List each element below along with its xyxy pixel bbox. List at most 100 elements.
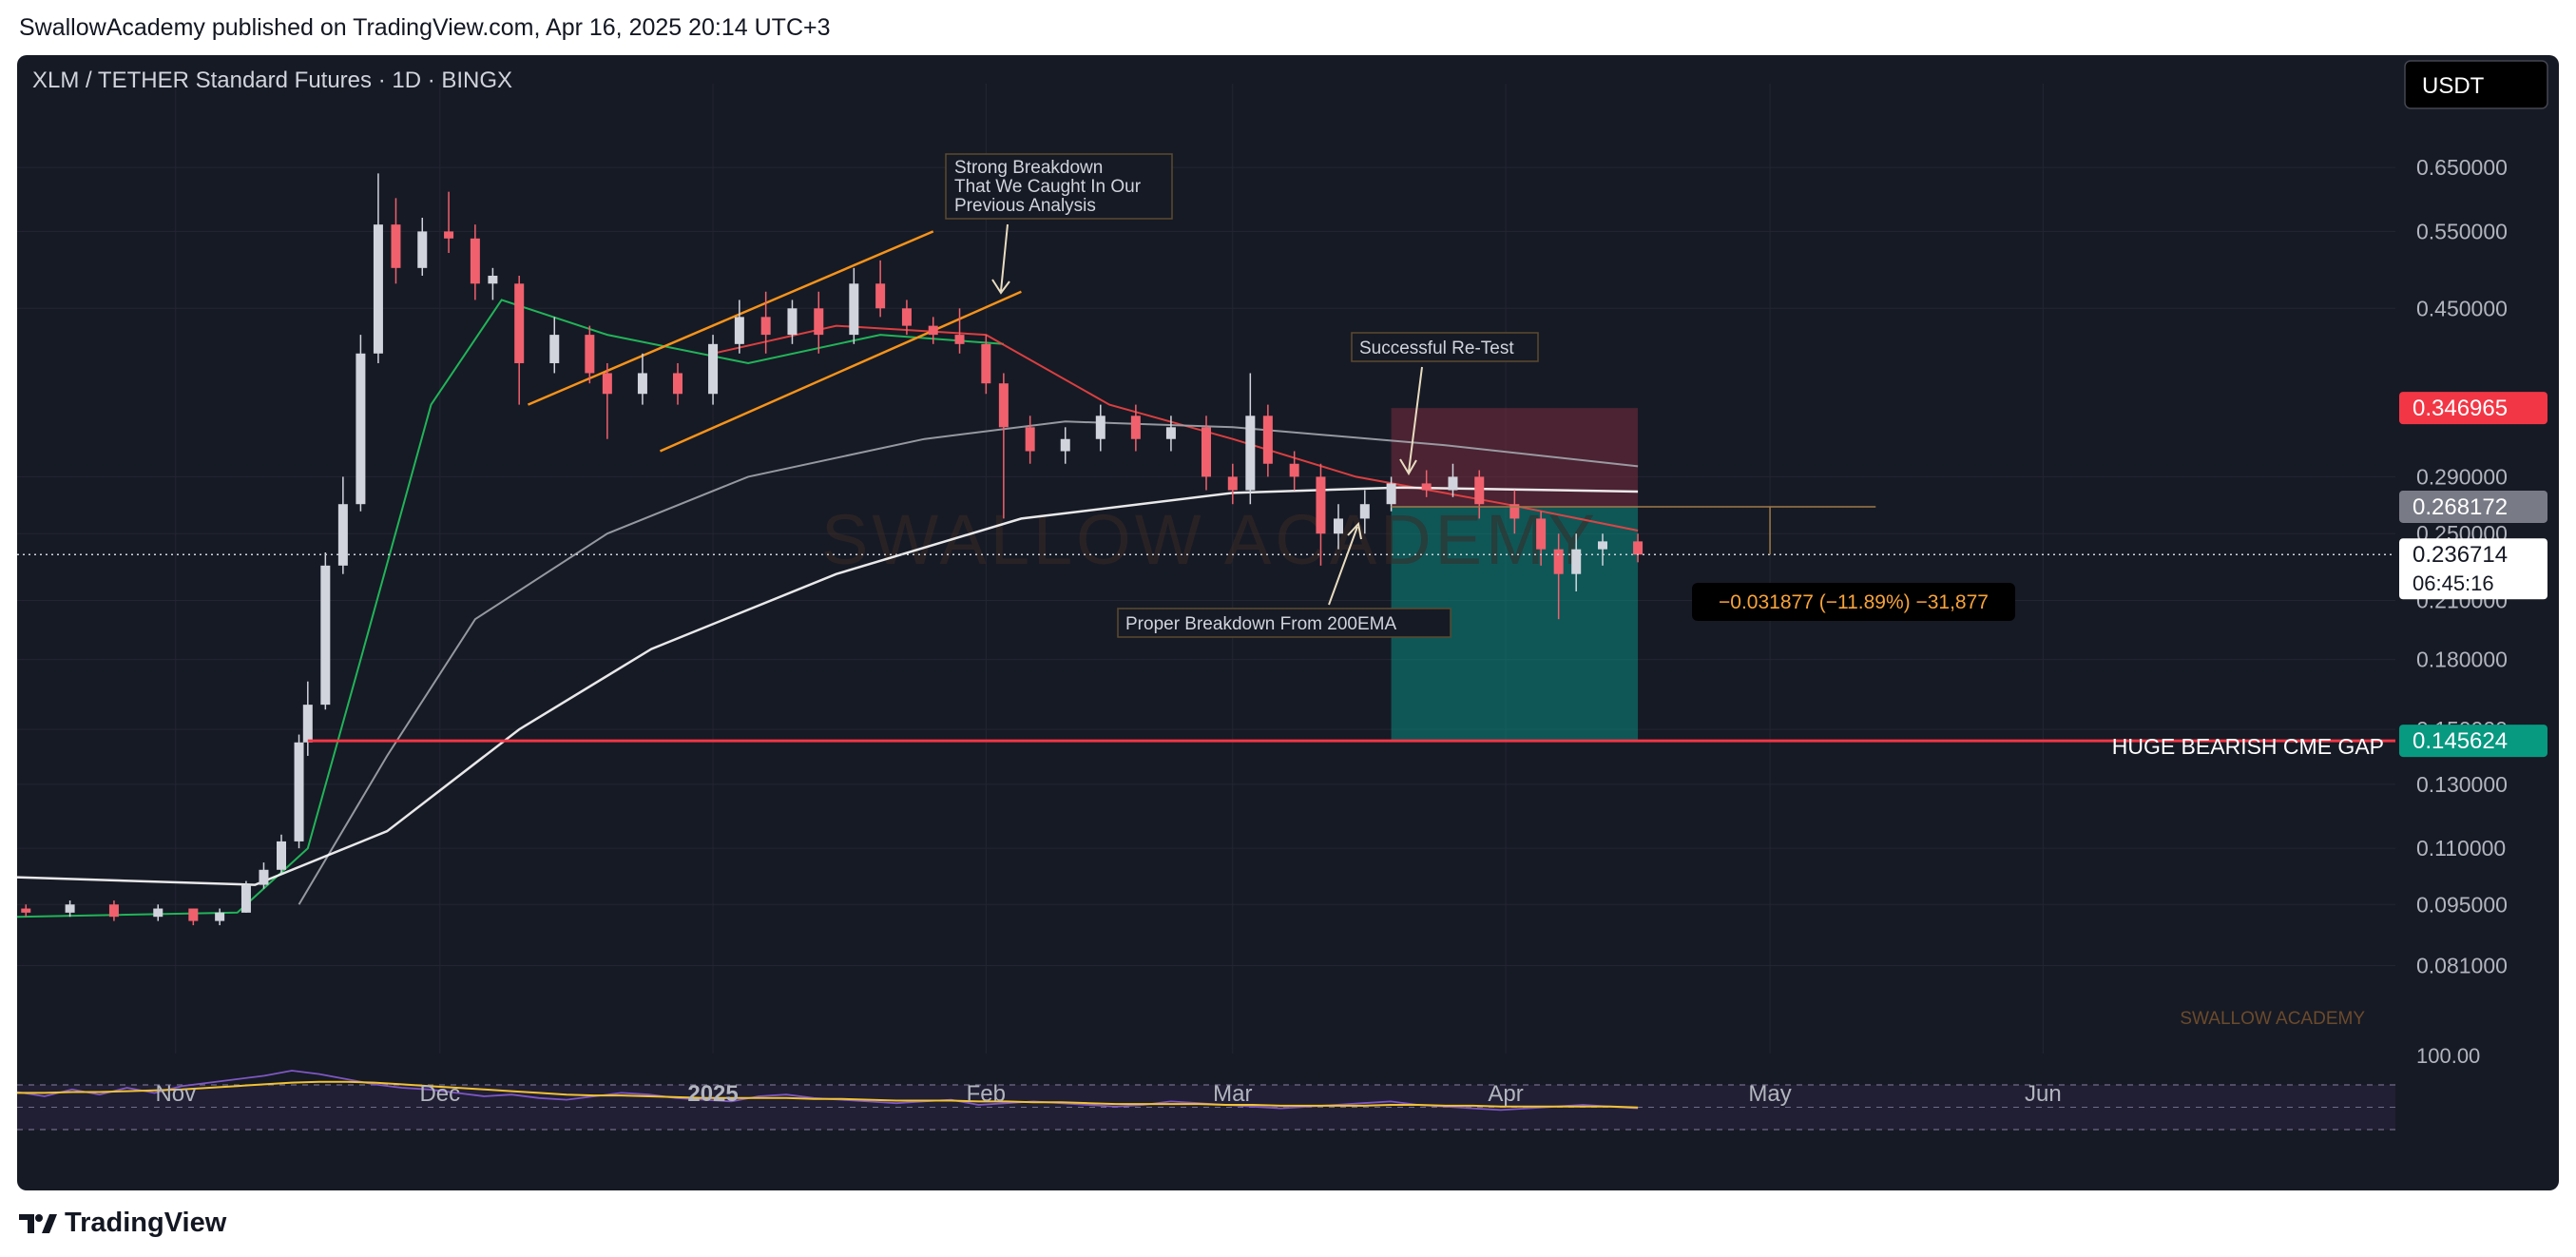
ema-breakdown-label: Proper Breakdown From 200EMA <box>1125 614 1396 634</box>
retest-arrow <box>1399 366 1423 475</box>
candle-body <box>1025 427 1035 452</box>
candle-body <box>1571 549 1582 574</box>
last-price-badge-value: 0.236714 <box>2413 542 2508 568</box>
candle-body <box>444 231 454 239</box>
time-tick-label: Apr <box>1488 1081 1523 1107</box>
rsi-level-label: 100.00 <box>2416 1044 2480 1068</box>
channel-lower-line <box>659 290 1022 453</box>
stop-badge: 0.346965 <box>2399 392 2547 425</box>
chart-panel[interactable]: SWALLOW ACADEMY Strong Breakdown That We… <box>17 55 2559 1190</box>
strong-breakdown-line-3: Previous Analysis <box>954 196 1096 216</box>
price-tick-label: 0.081000 <box>2416 954 2508 978</box>
price-tick-label: 0.650000 <box>2416 155 2508 180</box>
candle <box>602 362 612 439</box>
candle-body <box>215 912 225 921</box>
candle <box>1025 416 1035 464</box>
measure-label: −0.031877 (−11.89%) −31,877 <box>1719 591 1989 613</box>
candle <box>1633 533 1644 563</box>
candle-body <box>1165 427 1176 439</box>
time-tick-label: Jun <box>2025 1081 2062 1107</box>
candle-body <box>65 904 75 913</box>
target-badge: 0.145624 <box>2399 725 2547 758</box>
candle <box>998 373 1009 519</box>
candle <box>514 275 525 405</box>
candle-body <box>1421 483 1432 491</box>
candle <box>1227 463 1238 505</box>
target-badge-box <box>2399 725 2547 758</box>
price-badges: 0.346965 0.268172 0.236714 06:45:16 0.145624 <box>2399 392 2547 758</box>
candle <box>1262 404 1273 477</box>
last-price-badge: 0.236714 06:45:16 <box>2399 538 2547 600</box>
candle-body <box>1359 504 1370 519</box>
candle-body <box>585 335 595 374</box>
currency-button[interactable]: USDT <box>2404 60 2548 109</box>
candle <box>488 267 498 300</box>
candle <box>1553 533 1564 620</box>
stop-badge-box <box>2399 392 2547 425</box>
strong-breakdown-line-2: That We Caught In Our <box>954 177 1142 197</box>
candle <box>1245 373 1256 505</box>
candle <box>259 862 269 889</box>
candle <box>1386 476 1396 512</box>
candle-body <box>337 504 348 566</box>
candle-body <box>708 343 719 395</box>
tradingview-logo-icon <box>19 1213 57 1233</box>
last-price-badge-box <box>2399 538 2547 600</box>
tradingview-logo[interactable]: TradingView <box>19 1208 226 1239</box>
time-tick-label: May <box>1748 1081 1791 1107</box>
candle-body <box>1245 416 1256 491</box>
candle-body <box>814 308 824 336</box>
candle-body <box>928 325 938 336</box>
candle <box>240 880 251 913</box>
candle <box>215 908 225 926</box>
candle-body <box>1289 463 1299 477</box>
footer: TradingView <box>0 1190 2576 1257</box>
time-axis[interactable]: Nov Dec 2025 Feb Mar Apr May Jun <box>155 1081 2061 1107</box>
stop-badge-value: 0.346965 <box>2413 396 2508 421</box>
price-chart[interactable]: SWALLOW ACADEMY Strong Breakdown That We… <box>17 55 2559 1190</box>
time-tick-label: Dec <box>419 1081 460 1107</box>
entry-badge: 0.268172 <box>2399 490 2547 523</box>
candle <box>1316 463 1326 566</box>
candles <box>21 173 1644 926</box>
candle-body <box>1334 518 1343 534</box>
price-tick-label: 0.290000 <box>2416 464 2508 489</box>
price-channel <box>527 230 1022 453</box>
publish-header: SwallowAcademy published on TradingView.… <box>0 0 2576 55</box>
candle <box>787 300 798 344</box>
candle <box>1448 463 1458 497</box>
candle-body <box>514 283 525 363</box>
currency-button-label[interactable]: USDT <box>2422 73 2485 99</box>
candle-body <box>1474 476 1485 505</box>
candle-body <box>1448 476 1458 491</box>
annotations: Strong Breakdown That We Caught In Our P… <box>945 153 2384 759</box>
strong-breakdown-box <box>945 153 1173 220</box>
candle-body <box>188 908 199 921</box>
candle-body <box>549 335 560 363</box>
cme-gap-label: HUGE BEARISH CME GAP <box>2112 734 2384 759</box>
candle-body <box>1536 518 1547 550</box>
candle-body <box>320 565 331 706</box>
candle <box>1130 404 1141 452</box>
candle <box>302 681 313 756</box>
candle-body <box>1598 541 1607 550</box>
candle-body <box>21 908 31 913</box>
price-tick-label: 0.550000 <box>2416 219 2508 243</box>
candle-body <box>108 904 119 918</box>
ema-breakdown-box <box>1117 608 1451 638</box>
candle <box>585 325 595 384</box>
retest-label: Successful Re-Test <box>1359 338 1514 358</box>
candle-body <box>240 884 251 913</box>
candle <box>320 552 331 710</box>
strong-breakdown-line-1: Strong Breakdown <box>954 158 1103 178</box>
candle-body <box>875 283 886 309</box>
rsi-ma-line <box>17 1080 1639 1109</box>
candle <box>875 260 886 318</box>
candle-body <box>787 308 798 336</box>
candle <box>65 900 75 918</box>
candle-body <box>1201 427 1211 477</box>
entry-badge-box <box>2399 490 2547 523</box>
candle-body <box>470 238 480 284</box>
candle-body <box>302 705 313 743</box>
candle-body <box>1386 483 1396 505</box>
